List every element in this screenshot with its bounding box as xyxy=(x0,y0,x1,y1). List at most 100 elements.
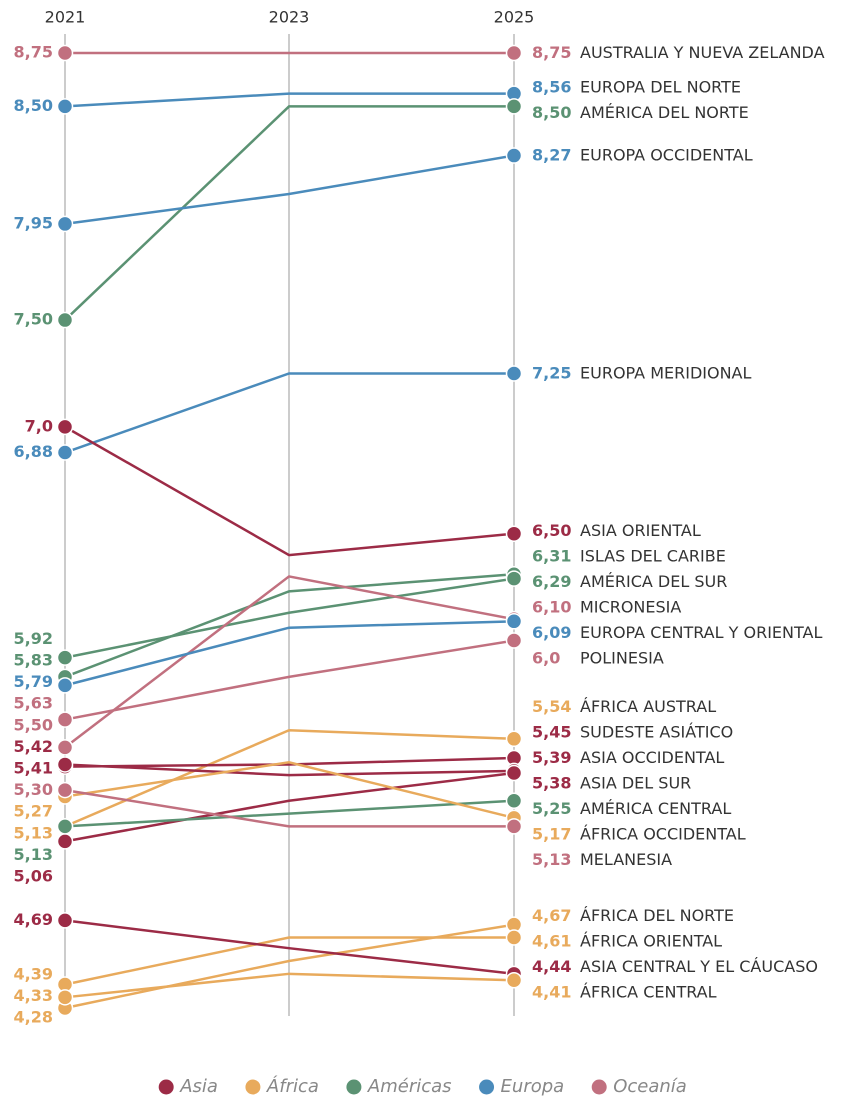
point xyxy=(505,764,523,782)
end-label: 4,61 ÁFRICA ORIENTAL xyxy=(532,931,722,950)
series-name: ASIA DEL SUR xyxy=(580,773,691,792)
series-line xyxy=(64,573,515,679)
year-label: 2023 xyxy=(269,8,310,27)
end-value-label: 6,50 xyxy=(532,520,571,539)
point xyxy=(56,989,74,1006)
end-label: 6,10 MICRONESIA xyxy=(532,597,681,616)
start-value-label: 7,50 xyxy=(14,310,53,329)
start-value-label: 4,39 xyxy=(14,965,53,984)
point xyxy=(505,818,523,835)
series-name: MICRONESIA xyxy=(580,597,681,616)
point xyxy=(56,756,74,773)
series-line xyxy=(64,729,515,828)
start-value-label: 5,41 xyxy=(14,759,53,778)
series-name: EUROPA OCCIDENTAL xyxy=(580,145,753,164)
point xyxy=(505,147,523,164)
series-line xyxy=(64,771,515,843)
end-value-label: 6,09 xyxy=(532,622,571,641)
end-label: 5,45 SUDESTE ASIÁTICO xyxy=(532,722,733,741)
point xyxy=(56,912,74,929)
series-line xyxy=(64,425,515,557)
legend-swatch xyxy=(346,1079,362,1095)
end-value-label: 4,61 xyxy=(532,931,571,950)
legend-label: Oceanía xyxy=(613,1076,687,1097)
point xyxy=(56,215,74,233)
end-label: 7,25 EUROPA MERIDIONAL xyxy=(532,363,751,382)
end-label: 6,29 AMÉRICA DEL SUR xyxy=(532,571,727,590)
point xyxy=(505,525,523,542)
series-name: ASIA OCCIDENTAL xyxy=(580,748,724,767)
end-value-label: 8,75 xyxy=(532,43,571,62)
legend-swatch xyxy=(245,1079,261,1095)
start-value-label: 5,27 xyxy=(14,802,53,821)
point xyxy=(56,444,74,461)
end-label: 8,56 EUROPA DEL NORTE xyxy=(532,77,741,96)
start-value-label: 5,06 xyxy=(14,867,53,886)
end-value-label: 5,17 xyxy=(532,824,571,843)
end-label: 5,38 ASIA DEL SUR xyxy=(532,773,691,792)
end-value-label: 4,41 xyxy=(532,982,571,1001)
series-name: AUSTRALIA Y NUEVA ZELANDA xyxy=(580,43,825,62)
legend-swatch xyxy=(158,1079,174,1095)
point xyxy=(505,44,523,62)
series-name: AMÉRICA DEL SUR xyxy=(580,571,727,590)
end-label: 5,17 ÁFRICA OCCIDENTAL xyxy=(532,824,746,843)
series-line xyxy=(64,620,515,687)
series-name: ISLAS DEL CARIBE xyxy=(580,546,726,565)
series-line xyxy=(64,919,515,976)
point xyxy=(56,818,74,835)
end-label: 8,75 AUSTRALIA Y NUEVA ZELANDA xyxy=(532,43,825,62)
year-label: 2021 xyxy=(45,8,86,27)
point xyxy=(505,632,523,649)
series-name: AMÉRICA DEL NORTE xyxy=(580,102,749,121)
series-line xyxy=(64,799,515,828)
end-label: 6,31 ISLAS DEL CARIBE xyxy=(532,546,726,565)
end-value-label: 6,29 xyxy=(532,571,571,590)
series-line xyxy=(64,639,515,721)
series-line xyxy=(64,763,515,777)
start-value-label: 5,79 xyxy=(14,672,53,691)
legend-label: Américas xyxy=(367,1076,452,1097)
series-line xyxy=(64,154,515,226)
end-label: 8,50 AMÉRICA DEL NORTE xyxy=(532,102,749,121)
end-value-label: 6,31 xyxy=(532,546,571,565)
legend-swatch xyxy=(479,1079,495,1095)
series-name: SUDESTE ASIÁTICO xyxy=(580,722,733,741)
end-label: 6,0 POLINESIA xyxy=(532,648,664,667)
end-label: 5,54 ÁFRICA AUSTRAL xyxy=(532,697,716,716)
series-name: EUROPA DEL NORTE xyxy=(580,77,741,96)
end-value-label: 6,0 xyxy=(532,648,560,667)
start-value-label: 5,13 xyxy=(14,845,53,864)
point xyxy=(505,730,523,748)
end-value-label: 7,25 xyxy=(532,363,571,382)
start-value-label: 4,28 xyxy=(14,1008,53,1027)
start-value-label: 4,33 xyxy=(14,986,53,1005)
start-value-label: 5,83 xyxy=(14,651,53,670)
series-line xyxy=(64,972,515,999)
end-label: 8,27 EUROPA OCCIDENTAL xyxy=(532,145,753,164)
start-value-label: 7,0 xyxy=(25,416,53,435)
start-value-label: 5,63 xyxy=(14,694,53,713)
end-value-label: 8,50 xyxy=(532,102,571,121)
point xyxy=(56,418,74,436)
series-name: EUROPA CENTRAL Y ORIENTAL xyxy=(580,622,822,641)
end-label: 5,39 ASIA OCCIDENTAL xyxy=(532,748,724,767)
series-name: ÁFRICA DEL NORTE xyxy=(580,905,734,924)
series-name: ÁFRICA OCCIDENTAL xyxy=(580,824,746,843)
end-value-label: 5,39 xyxy=(532,748,571,767)
point xyxy=(505,792,523,810)
point xyxy=(505,929,523,946)
series-name: ÁFRICA ORIENTAL xyxy=(580,931,722,950)
point xyxy=(505,613,523,630)
series-name: AMÉRICA CENTRAL xyxy=(580,799,731,818)
end-label: 4,67 ÁFRICA DEL NORTE xyxy=(532,905,734,924)
year-label: 2025 xyxy=(494,8,535,27)
end-value-label: 5,45 xyxy=(532,722,571,741)
point xyxy=(56,98,74,115)
start-value-label: 5,50 xyxy=(14,715,53,734)
end-value-label: 5,25 xyxy=(532,799,571,818)
end-value-label: 8,27 xyxy=(532,145,571,164)
start-value-label: 7,95 xyxy=(14,213,53,232)
legend-label: Asia xyxy=(179,1076,218,1097)
start-value-label: 8,50 xyxy=(14,96,53,115)
